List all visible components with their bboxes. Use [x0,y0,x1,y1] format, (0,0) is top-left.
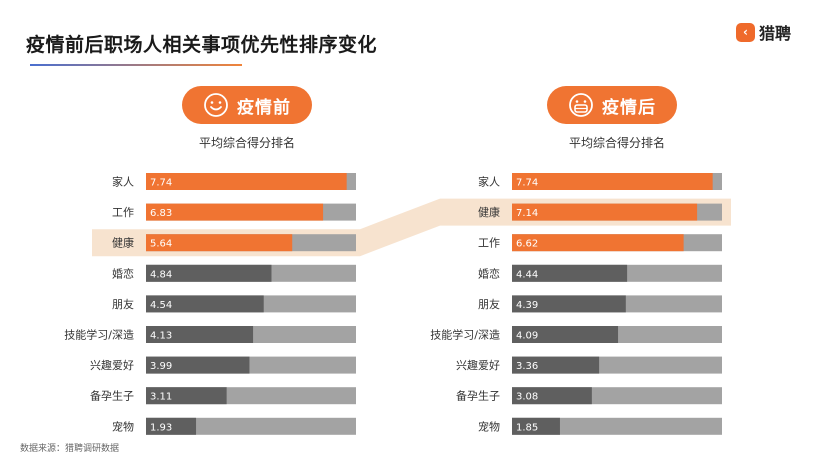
bar [512,203,698,221]
page-title: 疫情前后职场人相关事项优先性排序变化 [26,34,378,56]
category-label: 家人 [478,175,500,189]
data-label: 1.93 [150,422,172,433]
before-panel-badge: 疫情前 [182,86,312,124]
bar [512,356,600,374]
data-label: 3.36 [516,361,538,372]
bar [146,173,347,190]
before-panel-title: 疫情前 [237,97,291,118]
category-label: 兴趣爱好 [456,358,500,372]
category-label: 备孕生子 [90,389,134,403]
category-label: 婚恋 [112,266,134,280]
data-label: 1.85 [516,422,538,433]
category-label: 工作 [478,237,500,250]
data-label: 4.84 [150,269,172,280]
bar [512,173,713,190]
bar [512,326,619,343]
after-panel-subtitle: 平均综合得分排名 [568,136,665,150]
category-label: 健康 [112,236,134,250]
data-label: 3.99 [150,361,172,372]
bar [146,326,254,343]
brand-name: 猎聘 [759,24,792,43]
data-source-note: 数据来源：猎聘调研数据 [20,444,120,454]
after-panel-badge: 疫情后 [547,86,677,124]
bar [146,295,264,313]
data-label: 4.09 [516,331,538,342]
masked-face-icon [569,93,593,117]
data-label: 3.11 [150,392,172,403]
bar-track [512,417,722,435]
category-label: 宠物 [112,419,134,433]
category-label: 技能学习/深造 [64,328,134,342]
data-label: 7.74 [150,178,172,189]
bar [146,234,293,252]
data-label: 5.64 [150,239,172,250]
category-label: 工作 [112,206,134,219]
before-panel-subtitle: 平均综合得分排名 [198,136,295,150]
bar [146,387,227,405]
data-label: 4.54 [150,300,172,311]
orange-square-logo-icon: ‹ [736,22,755,42]
data-label: 6.83 [150,208,172,219]
data-label: 7.14 [516,208,538,219]
bar [512,234,684,252]
category-label: 婚恋 [478,266,500,280]
category-label: 家人 [112,175,134,189]
title-underline [30,64,242,66]
bar [146,203,324,221]
category-label: 技能学习/深造 [430,328,500,342]
category-label: 朋友 [112,297,134,311]
bar [146,356,250,374]
bar [146,264,272,282]
category-label: 朋友 [478,297,500,311]
data-label: 4.44 [516,269,538,280]
data-label: 4.39 [516,300,538,311]
bar [512,417,560,435]
data-label: 7.74 [516,178,538,189]
bar-track [146,417,356,435]
bar [512,387,592,405]
category-label: 健康 [478,205,500,219]
data-label: 6.62 [516,239,538,250]
category-label: 兴趣爱好 [90,358,134,372]
bar [146,417,197,435]
smile-face-icon [204,93,228,117]
brand-logo: ‹ 猎聘 [736,20,791,44]
bar [512,264,628,282]
data-label: 3.08 [516,392,538,403]
after-panel-title: 疫情后 [602,97,656,118]
category-label: 备孕生子 [456,389,500,403]
category-label: 宠物 [478,419,500,433]
bar [512,295,626,313]
data-label: 4.13 [150,331,172,342]
